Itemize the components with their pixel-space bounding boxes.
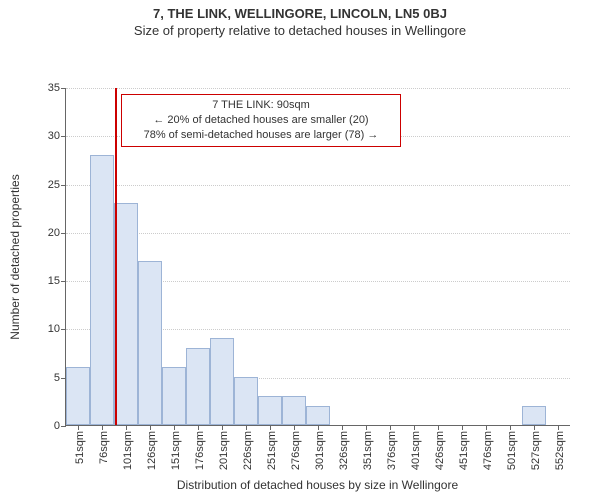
y-gridline xyxy=(66,185,570,186)
x-tick xyxy=(390,425,391,430)
y-gridline xyxy=(66,233,570,234)
x-tick-label: 151sqm xyxy=(170,431,182,470)
histogram-bar xyxy=(114,203,138,425)
histogram-bar xyxy=(90,155,114,425)
x-tick xyxy=(294,425,295,430)
x-tick-label: 126sqm xyxy=(146,431,158,470)
x-tick xyxy=(78,425,79,430)
x-tick xyxy=(318,425,319,430)
x-tick-label: 451sqm xyxy=(458,431,470,470)
y-tick-label: 20 xyxy=(48,227,66,239)
x-tick-label: 376sqm xyxy=(386,431,398,470)
histogram-bar xyxy=(234,377,258,425)
histogram-bar xyxy=(162,367,186,425)
x-tick-label: 326sqm xyxy=(338,431,350,470)
x-tick-label: 476sqm xyxy=(482,431,494,470)
y-tick-label: 5 xyxy=(54,372,66,384)
histogram-bar xyxy=(210,338,234,425)
y-tick-label: 25 xyxy=(48,179,66,191)
x-tick xyxy=(126,425,127,430)
x-tick-label: 276sqm xyxy=(290,431,302,470)
y-tick-label: 10 xyxy=(48,323,66,335)
histogram-bar xyxy=(522,406,546,425)
x-tick xyxy=(222,425,223,430)
y-tick-label: 15 xyxy=(48,275,66,287)
x-tick xyxy=(150,425,151,430)
y-tick-label: 30 xyxy=(48,130,66,142)
x-tick-label: 251sqm xyxy=(266,431,278,470)
x-tick xyxy=(414,425,415,430)
page-title: 7, THE LINK, WELLINGORE, LINCOLN, LN5 0B… xyxy=(0,0,600,21)
info-line-1: 7 THE LINK: 90sqm xyxy=(130,98,392,113)
info-line-2: ← 20% of detached houses are smaller (20… xyxy=(130,113,392,128)
x-tick-label: 426sqm xyxy=(434,431,446,470)
histogram-bar xyxy=(282,396,306,425)
x-tick xyxy=(366,425,367,430)
info-line-3: 78% of semi-detached houses are larger (… xyxy=(130,128,392,143)
x-tick xyxy=(486,425,487,430)
x-tick xyxy=(462,425,463,430)
info-box: 7 THE LINK: 90sqm ← 20% of detached hous… xyxy=(121,94,401,147)
x-tick xyxy=(558,425,559,430)
x-tick-label: 201sqm xyxy=(218,431,230,470)
histogram-bar xyxy=(66,367,90,425)
x-tick xyxy=(246,425,247,430)
plot-area: 0510152025303551sqm76sqm101sqm126sqm151s… xyxy=(65,88,570,426)
histogram-bar xyxy=(306,406,330,425)
y-gridline xyxy=(66,88,570,89)
x-tick-label: 501sqm xyxy=(506,431,518,470)
reference-line xyxy=(115,88,117,425)
page-subtitle: Size of property relative to detached ho… xyxy=(0,21,600,40)
x-tick xyxy=(198,425,199,430)
histogram-bar xyxy=(258,396,282,425)
x-tick xyxy=(534,425,535,430)
x-tick xyxy=(270,425,271,430)
x-tick-label: 76sqm xyxy=(98,431,110,464)
x-tick-label: 351sqm xyxy=(362,431,374,470)
x-tick xyxy=(342,425,343,430)
y-tick-label: 35 xyxy=(48,82,66,94)
x-tick-label: 527sqm xyxy=(530,431,542,470)
x-tick xyxy=(510,425,511,430)
y-axis-label: Number of detached properties xyxy=(8,174,22,339)
x-tick xyxy=(438,425,439,430)
histogram-bar xyxy=(186,348,210,425)
x-tick-label: 301sqm xyxy=(314,431,326,470)
x-tick xyxy=(102,425,103,430)
x-tick-label: 51sqm xyxy=(74,431,86,464)
x-tick-label: 552sqm xyxy=(554,431,566,470)
x-tick-label: 226sqm xyxy=(242,431,254,470)
histogram-bar xyxy=(138,261,162,425)
x-tick-label: 176sqm xyxy=(194,431,206,470)
x-tick-label: 101sqm xyxy=(122,431,134,470)
x-tick-label: 401sqm xyxy=(410,431,422,470)
x-tick xyxy=(174,425,175,430)
x-axis-label: Distribution of detached houses by size … xyxy=(65,478,570,492)
y-tick-label: 0 xyxy=(54,420,66,432)
